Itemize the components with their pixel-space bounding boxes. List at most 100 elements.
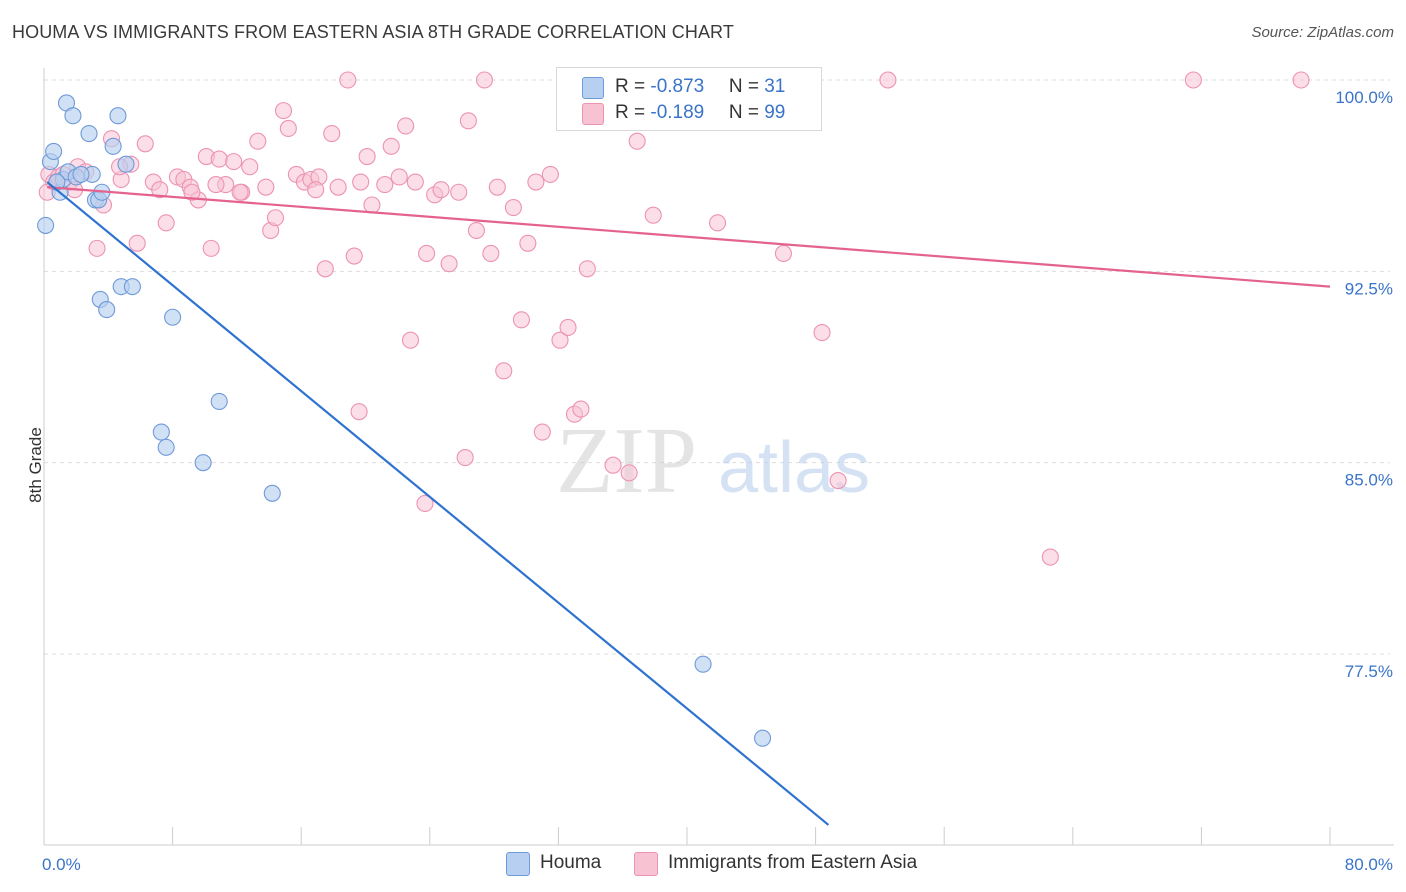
- houma-point: [152, 423, 170, 441]
- asia-point: [541, 165, 559, 183]
- y-tick-label: 77.5%: [1345, 662, 1393, 681]
- axes: [43, 68, 1394, 846]
- asia-point: [604, 456, 622, 474]
- asia-point: [879, 71, 897, 89]
- asia-point: [829, 471, 847, 490]
- houma-point: [694, 655, 712, 673]
- houma-point: [194, 454, 212, 472]
- houma-point: [123, 278, 141, 296]
- asia-point: [467, 221, 485, 240]
- houma-point: [109, 107, 127, 125]
- asia-point: [382, 137, 400, 155]
- asia-point: [559, 318, 577, 337]
- asia-point: [136, 135, 154, 153]
- asia-point: [390, 168, 408, 186]
- asia-point: [572, 400, 590, 418]
- asia-point: [519, 234, 537, 252]
- houma-bottom-swatch: [506, 852, 530, 876]
- houma-point: [72, 165, 90, 183]
- asia-point: [210, 150, 228, 168]
- houma-r-label: R =: [615, 76, 651, 97]
- asia-point: [202, 239, 220, 257]
- asia-point: [397, 117, 415, 135]
- asia-point: [482, 244, 500, 263]
- asia-point: [183, 183, 201, 201]
- asia-point: [440, 255, 458, 273]
- houma-r-value: -0.873: [650, 76, 705, 97]
- asia-point: [1041, 548, 1059, 566]
- asia-point: [316, 260, 334, 278]
- asia-point: [708, 214, 727, 232]
- houma-legend-swatch: [582, 77, 604, 99]
- asia-point: [249, 132, 267, 150]
- asia-point: [527, 173, 545, 191]
- houma-n-label: N =: [728, 76, 765, 97]
- asia-point: [307, 181, 325, 199]
- asia-point: [231, 183, 249, 201]
- y-axis-title: 8th Grade: [26, 427, 45, 503]
- asia-point: [774, 244, 793, 263]
- tick-labels: 77.5% 85.0% 92.5% 100.0% 0.0% 80.0%: [42, 88, 1393, 874]
- houma-point: [157, 438, 175, 456]
- asia-point: [418, 244, 436, 263]
- asia-point: [416, 494, 434, 513]
- asia-point: [406, 173, 424, 191]
- asia-point: [495, 362, 513, 380]
- asia-point: [376, 176, 394, 194]
- asia-point: [1292, 71, 1310, 89]
- asia-point: [533, 423, 551, 441]
- asia-legend-label: Immigrants from Eastern Asia: [668, 852, 918, 873]
- houma-trend-line: [46, 181, 830, 826]
- asia-point: [488, 178, 506, 196]
- watermark: ZIP atlas: [556, 409, 870, 513]
- y-tick-label: 100.0%: [1335, 88, 1393, 107]
- asia-point: [475, 71, 494, 89]
- asia-point: [257, 178, 275, 196]
- grid-lines: [44, 79, 1390, 655]
- asia-r-label: R =: [615, 102, 651, 123]
- asia-point: [279, 119, 297, 138]
- asia-point: [207, 176, 225, 194]
- stats-legend: R = -0.873 N = 31 R = -0.189 N = 99: [556, 67, 822, 131]
- asia-point: [157, 214, 175, 232]
- asia-point: [551, 331, 569, 349]
- houma-n-value: 31: [764, 76, 786, 97]
- asia-point: [128, 234, 146, 252]
- asia-stats-row: R = -0.189 N = 99: [615, 102, 785, 124]
- asia-point: [225, 153, 243, 171]
- asia-point: [578, 260, 596, 278]
- asia-point: [504, 199, 522, 217]
- asia-point: [151, 181, 169, 199]
- series-eastern-asia-points: [38, 71, 1310, 566]
- chart-title: HOUMA VS IMMIGRANTS FROM EASTERN ASIA 8T…: [12, 22, 734, 42]
- houma-point: [80, 125, 98, 143]
- watermark-atlas: atlas: [718, 428, 870, 508]
- watermark-zip: ZIP: [556, 409, 697, 513]
- houma-point: [45, 142, 63, 160]
- asia-point: [350, 403, 368, 421]
- asia-point: [323, 125, 341, 143]
- houma-point: [104, 137, 122, 155]
- y-tick-label: 85.0%: [1345, 471, 1393, 490]
- asia-n-label: N =: [728, 102, 765, 123]
- asia-point: [274, 102, 293, 120]
- houma-legend-label: Houma: [540, 852, 602, 873]
- trend-lines: [46, 181, 1331, 826]
- asia-point: [329, 178, 347, 196]
- asia-point: [266, 209, 285, 227]
- asia-n-value: 99: [764, 102, 786, 123]
- asia-point: [456, 449, 474, 467]
- series-houma-points: [37, 94, 772, 747]
- chart-source: Source: ZipAtlas.com: [1251, 24, 1394, 41]
- asia-point: [644, 206, 662, 224]
- houma-point: [164, 308, 182, 326]
- houma-point: [210, 392, 228, 410]
- asia-point: [620, 464, 638, 482]
- asia-r-value: -0.189: [650, 102, 705, 123]
- houma-point: [263, 484, 281, 502]
- houma-point: [98, 301, 116, 319]
- asia-point: [339, 71, 357, 89]
- asia-point: [363, 196, 381, 214]
- asia-point: [358, 147, 376, 166]
